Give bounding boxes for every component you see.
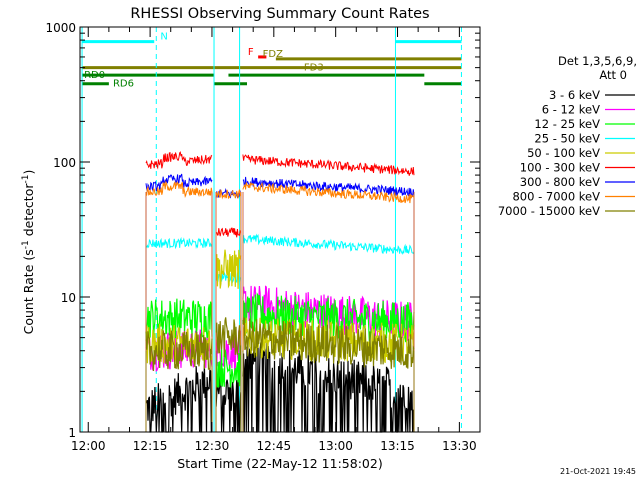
footer-timestamp: 21-Oct-2021 19:45 xyxy=(560,467,636,476)
ylabel-mid: detector xyxy=(21,183,36,241)
data-series xyxy=(145,151,415,433)
x-tick-label: 13:00 xyxy=(318,439,353,453)
ylabel-sup1: -1 xyxy=(21,240,31,249)
legend-entry-label: 25 - 50 keV xyxy=(534,132,600,146)
flag-label-rd6: RD6 xyxy=(113,79,134,90)
flag-label-fdz: FDZ xyxy=(263,49,283,60)
x-axis-ticks: 12:00 12:15 12:30 12:45 13:00 13:15 13:30 xyxy=(71,27,477,453)
chart-title: RHESSI Observing Summary Count Rates xyxy=(130,6,429,22)
legend-title-line1: Det 1,3,5,6,9, xyxy=(558,54,637,68)
y-tick-label: 100 xyxy=(53,156,76,170)
legend-entry-label: 800 - 7000 keV xyxy=(512,190,600,204)
flag-label-fd3: FD3 xyxy=(304,63,324,74)
flag-label-n: N xyxy=(160,32,167,43)
flag-bars: N F FDZ FD3 RD0 RD6 xyxy=(82,32,462,90)
legend-entry-label: 7000 - 15000 keV xyxy=(498,204,600,218)
x-tick-label: 12:00 xyxy=(71,439,106,453)
legend-entry-label: 50 - 100 keV xyxy=(527,146,600,160)
y-tick-label: 1 xyxy=(68,426,76,440)
ylabel-sup2: -1 xyxy=(21,175,31,184)
y-tick-label: 10 xyxy=(61,291,76,305)
legend-entry-label: 100 - 300 keV xyxy=(520,161,600,175)
ylabel-main: Count Rate (s xyxy=(21,249,36,334)
flag-label-f: F xyxy=(248,47,254,58)
series-line-8 xyxy=(145,317,415,372)
x-tick-label: 12:15 xyxy=(133,439,168,453)
x-tick-label: 13:30 xyxy=(442,439,477,453)
x-tick-label: 12:45 xyxy=(257,439,292,453)
y-tick-label: 1000 xyxy=(45,21,76,35)
series-line-5 xyxy=(145,151,415,238)
y-axis-label: Count Rate (s-1 detector-1) xyxy=(21,170,36,335)
legend-entry-label: 3 - 6 keV xyxy=(549,88,600,102)
x-tick-label: 12:30 xyxy=(195,439,230,453)
legend-entry-label: 300 - 800 keV xyxy=(520,175,600,189)
legend-title-line2: Att 0 xyxy=(599,68,627,82)
x-tick-label: 13:15 xyxy=(380,439,415,453)
flag-label-rd0: RD0 xyxy=(84,70,105,81)
legend-entry-label: 12 - 25 keV xyxy=(534,117,600,131)
x-axis-label: Start Time (22-May-12 11:58:02) xyxy=(177,456,382,471)
y-axis-ticks: 1 10 100 1000 xyxy=(45,21,480,440)
legend-entry-label: 6 - 12 keV xyxy=(542,103,600,117)
ylabel-end: ) xyxy=(21,170,36,175)
series-line-3 xyxy=(145,233,415,284)
plot-area-frame xyxy=(79,26,481,433)
series-line-7 xyxy=(145,180,415,204)
